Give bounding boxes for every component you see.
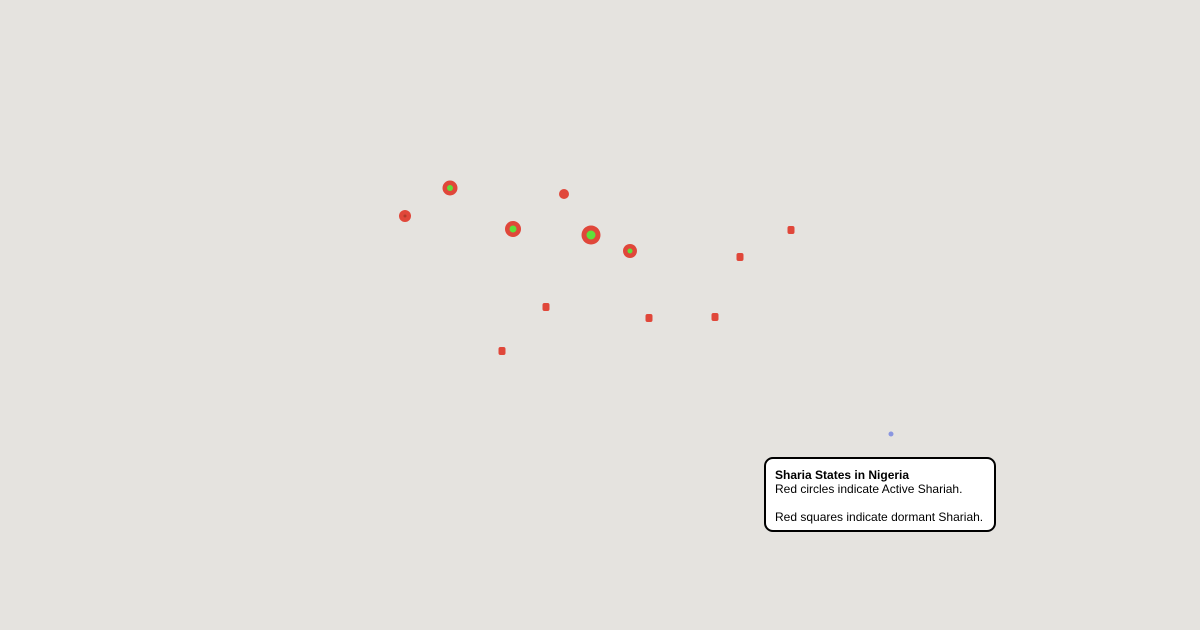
- legend-active-text: Red circles indicate Active Shariah.: [775, 482, 963, 496]
- dormant-sharia-marker[interactable]: [787, 226, 795, 234]
- legend-title: Sharia States in Nigeria: [775, 468, 910, 482]
- dormant-sharia-marker[interactable]: [498, 347, 506, 355]
- dormant-sharia-marker[interactable]: [542, 303, 550, 311]
- marker-center: [447, 185, 453, 191]
- dormant-sharia-marker[interactable]: [736, 253, 744, 261]
- dormant-sharia-marker[interactable]: [645, 314, 653, 322]
- marker-center: [403, 214, 407, 218]
- marker-center: [509, 225, 517, 233]
- map-legend: Sharia States in Nigeria Red circles ind…: [764, 457, 996, 532]
- dormant-sharia-marker[interactable]: [711, 313, 719, 321]
- location-dot: [888, 431, 894, 437]
- marker-center: [627, 248, 633, 254]
- active-sharia-marker[interactable]: [559, 189, 569, 199]
- legend-dormant-text: Red squares indicate dormant Shariah.: [775, 510, 984, 524]
- marker-center: [586, 230, 596, 240]
